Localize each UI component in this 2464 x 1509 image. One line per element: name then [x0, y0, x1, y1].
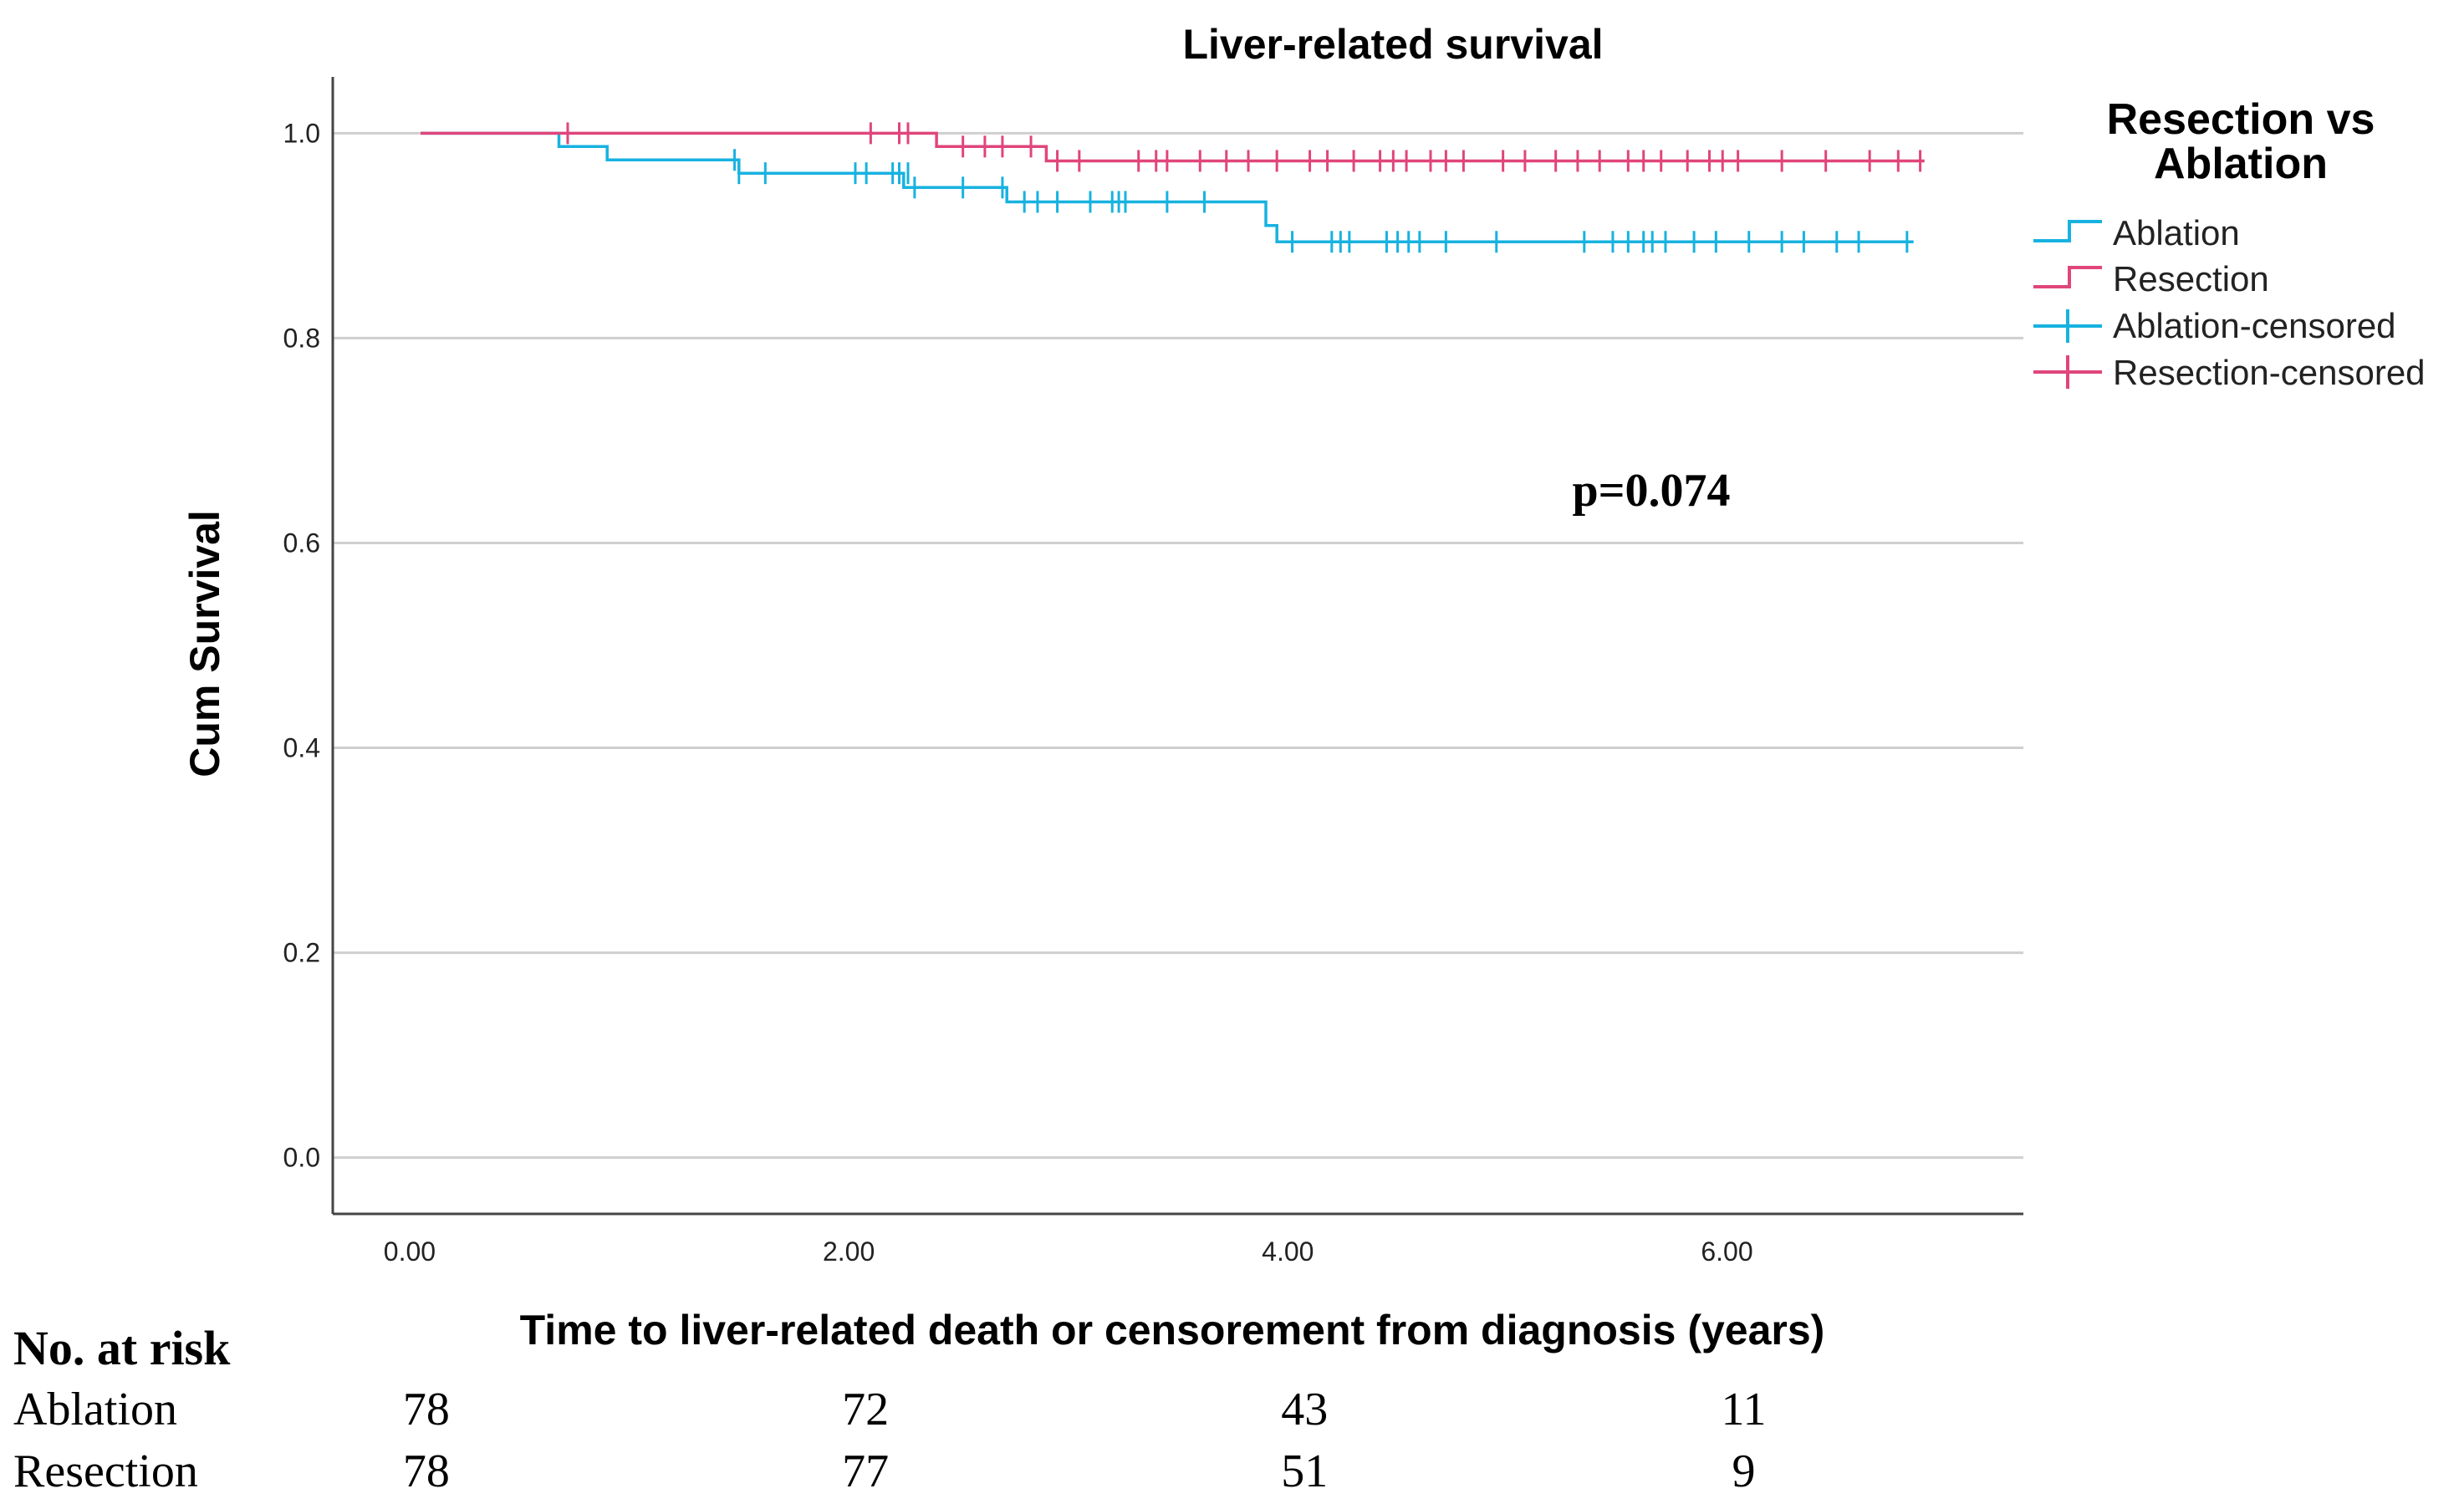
y-tick-label: 0.6: [283, 528, 320, 558]
axes: [331, 77, 2023, 1216]
series-layer: [421, 122, 1925, 253]
y-tick-label: 0.4: [283, 733, 320, 763]
y-tick-label: 1.0: [283, 118, 320, 148]
y-tick-label: 0.0: [283, 1143, 320, 1173]
risk-table-header: No. at risk: [13, 1321, 231, 1375]
legend-entry-resection: Resection: [2113, 259, 2269, 298]
legend-entry-resection-censored: Resection-censored: [2113, 353, 2426, 392]
legend-ablation-line-symbol: [2033, 220, 2102, 242]
x-tick-label: 6.00: [1701, 1236, 1752, 1267]
legend-title-line-1: Resection vs: [2107, 95, 2375, 144]
x-tick-label: 4.00: [1262, 1236, 1314, 1267]
risk-row-label-resection: Resection: [13, 1445, 198, 1497]
risk-resection-value: 77: [842, 1445, 889, 1497]
risk-resection-value: 51: [1281, 1445, 1328, 1497]
series-ablation-line: [421, 131, 1914, 244]
risk-ablation-value: 43: [1281, 1384, 1328, 1435]
x-axis-label: Time to liver-related death or censoreme…: [520, 1307, 1825, 1354]
risk-ablation-value: 11: [1722, 1384, 1767, 1435]
risk-resection-value: 9: [1732, 1445, 1755, 1497]
chart-title: Liver-related survival: [1182, 21, 1603, 68]
risk-ablation-value: 78: [403, 1384, 450, 1435]
legend-resection-censored-symbol: [2033, 355, 2102, 389]
legend: Resection vs Ablation Ablation Resection…: [2033, 95, 2426, 392]
legend-title-line-2: Ablation: [2154, 140, 2328, 188]
x-tick-label: 2.00: [823, 1236, 875, 1267]
x-tick-labels: 0.00 2.00 4.00 6.00: [384, 1236, 1753, 1267]
risk-row-label-ablation: Ablation: [13, 1384, 177, 1435]
y-axis-label: Cum Survival: [181, 510, 228, 777]
x-tick-label: 0.00: [384, 1236, 436, 1267]
y-tick-label: 0.8: [283, 323, 320, 353]
risk-table: No. at risk Ablation Resection 78 72 43 …: [13, 1321, 1766, 1497]
risk-resection-value: 78: [403, 1445, 450, 1497]
series-resection-line: [421, 131, 1925, 163]
y-tick-labels: 0.0 0.2 0.4 0.6 0.8 1.0: [283, 118, 320, 1172]
p-value-annotation: p=0.074: [1572, 465, 1730, 517]
legend-resection-line-symbol: [2033, 266, 2102, 288]
legend-ablation-censored-symbol: [2033, 309, 2102, 343]
risk-ablation-value: 72: [842, 1384, 889, 1435]
legend-entry-ablation-censored: Ablation-censored: [2113, 306, 2396, 345]
legend-entry-ablation: Ablation: [2113, 213, 2240, 252]
y-tick-label: 0.2: [283, 938, 320, 968]
